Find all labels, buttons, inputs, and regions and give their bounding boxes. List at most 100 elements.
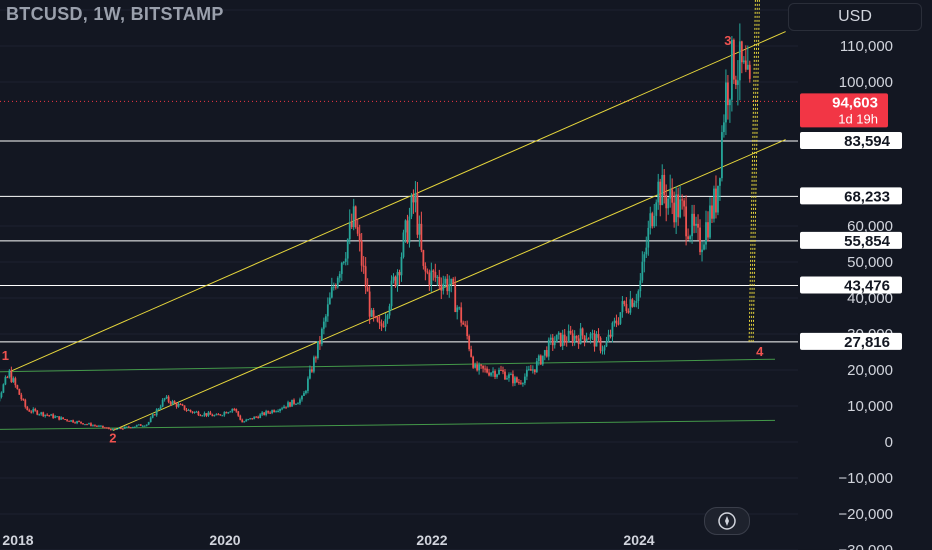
candle-body: [364, 266, 367, 288]
candle-body: [420, 223, 423, 251]
candle-body: [48, 415, 51, 417]
candle-body: [478, 364, 481, 371]
candle-body: [80, 421, 82, 424]
candle-body: [436, 276, 439, 278]
candle-body: [689, 236, 691, 240]
candle-body: [613, 320, 616, 323]
candle-body: [70, 420, 72, 422]
candle-body: [667, 198, 670, 209]
candle-body: [309, 369, 311, 379]
candle-body: [629, 299, 632, 313]
candle-body: [595, 334, 598, 347]
candle-body: [28, 410, 31, 412]
level-price-tag: [800, 231, 902, 249]
candle-body: [687, 236, 689, 240]
candle-body: [641, 261, 644, 281]
candle-body: [521, 383, 524, 385]
candle-body: [307, 378, 309, 391]
candle-body: [195, 411, 198, 413]
candle-body: [527, 369, 530, 371]
x-axis-tick-label: 2022: [416, 532, 447, 548]
candle-body: [356, 227, 359, 234]
candle-body: [551, 337, 554, 346]
candle-body: [149, 417, 152, 423]
candle-body: [625, 304, 628, 312]
candle-body: [199, 415, 202, 417]
candle-body: [104, 427, 106, 429]
candle-body: [380, 323, 383, 327]
candle-body: [675, 194, 678, 223]
candle-body: [293, 399, 295, 404]
level-price-tag-text: 27,816: [844, 334, 890, 351]
candle-body: [193, 411, 196, 413]
candle-body: [24, 399, 27, 407]
candle-body: [512, 374, 514, 384]
candle-body: [384, 319, 387, 327]
candle-body: [123, 426, 126, 429]
candle-body: [261, 412, 264, 415]
candle-body: [438, 276, 441, 285]
candle-body: [314, 357, 317, 359]
candle-body: [324, 316, 327, 322]
candle-body: [480, 364, 482, 366]
candle-body: [496, 374, 498, 377]
candle-body: [466, 325, 469, 337]
candle-body: [717, 185, 719, 213]
candle-body: [215, 414, 218, 416]
y-axis-tick-label: 100,000: [839, 74, 893, 91]
candle-body: [169, 401, 172, 405]
candle-body: [732, 39, 735, 80]
candle-body: [328, 297, 331, 305]
candle-body: [42, 412, 45, 417]
y-axis-tick-label: 110,000: [840, 38, 893, 55]
candle-body: [723, 122, 725, 133]
candle-body: [432, 270, 435, 272]
candle-body: [563, 334, 566, 342]
candle-body: [412, 195, 415, 203]
candle-body: [316, 341, 319, 358]
candle-body: [569, 330, 572, 334]
symbol-title[interactable]: BTCUSD, 1W, BITSTAMP: [6, 4, 224, 24]
candle-body: [482, 365, 484, 369]
candle-body: [187, 409, 190, 411]
candle-body: [287, 402, 289, 408]
candle-body: [141, 425, 144, 427]
candle-body: [189, 409, 192, 412]
x-axis-tick-label: 2024: [623, 532, 654, 548]
candle-body: [90, 423, 92, 426]
candle-body: [679, 199, 682, 218]
candle-body: [179, 404, 182, 406]
candle-body: [22, 399, 25, 401]
candle-body: [34, 409, 37, 411]
candle-body: [416, 192, 419, 235]
candle-body: [60, 417, 63, 420]
candle-body: [402, 232, 405, 257]
currency-button[interactable]: USD: [788, 3, 922, 31]
candle-body: [283, 406, 285, 409]
candle-body: [229, 411, 232, 413]
candle-body: [744, 60, 747, 70]
candle-body: [173, 401, 176, 403]
candle-body: [221, 415, 224, 417]
candle-body: [127, 426, 130, 428]
candle-body: [311, 369, 313, 372]
candle-body: [235, 409, 238, 412]
candle-body: [386, 315, 389, 320]
candle-body: [332, 286, 335, 288]
candle-body: [340, 262, 343, 274]
candle-body: [647, 227, 650, 248]
chart-navigation-button[interactable]: [704, 507, 750, 535]
candle-body: [88, 423, 90, 425]
candle-body: [74, 422, 76, 424]
y-axis-tick-label: 10,000: [847, 398, 893, 415]
candle-body: [685, 206, 688, 237]
candle-body: [211, 414, 214, 417]
candle-body: [133, 426, 136, 428]
candle-body: [66, 419, 68, 421]
candle-body: [50, 414, 53, 416]
candle-body: [428, 272, 431, 285]
candle-body: [346, 239, 349, 259]
level-price-tag: [800, 187, 902, 205]
candle-body: [131, 427, 134, 429]
